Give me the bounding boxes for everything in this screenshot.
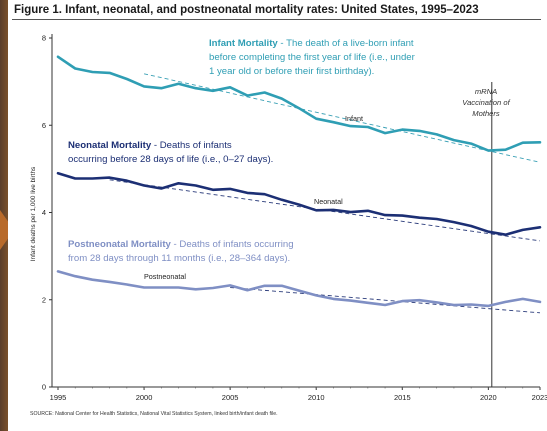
postneonatal-annotation-line1: Postneonatal Mortality - Deaths of infan… — [68, 239, 294, 250]
mrna-label-line1: mRNA — [475, 87, 497, 96]
x-tick-label: 2020 — [480, 393, 497, 402]
series-line-postneonatal — [56, 270, 542, 308]
mrna-label-line2: Vaccination of — [462, 98, 510, 107]
series-line-neonatal — [56, 171, 542, 236]
source-note: SOURCE: National Center for Health Stati… — [30, 411, 278, 417]
y-tick-label: 2 — [42, 295, 46, 304]
neonatal-annotation-line1: Neonatal Mortality - Deaths of infants — [68, 140, 232, 151]
x-tick-label: 2010 — [308, 393, 325, 402]
postneonatal-inline-label: Postneonatal — [144, 272, 186, 281]
neonatal-inline-label: Neonatal — [314, 197, 343, 206]
x-tick-label: 2023 — [532, 393, 547, 402]
infant-annotation-desc1: - The death of a live-born infant — [278, 38, 414, 49]
x-tick-label: 2005 — [222, 393, 239, 402]
series-line-infant — [56, 55, 542, 152]
postneonatal-annotation-desc2: from 28 days through 11 months (i.e., 28… — [68, 253, 290, 264]
x-tick-label: 1995 — [50, 393, 67, 402]
chart-axes: 0 2 4 6 8 1995 2000 2005 2010 2015 2020 2023 — [42, 34, 547, 403]
infant-inline-label: Infant — [345, 114, 363, 123]
x-tick-label: 2000 — [136, 393, 153, 402]
infant-annotation-line1: Infant Mortality - The death of a live-b… — [209, 38, 414, 49]
y-tick-label: 0 — [42, 383, 46, 392]
y-tick-label: 6 — [42, 121, 46, 130]
trendline-postneonatal — [230, 287, 541, 314]
infant-annotation-title: Infant Mortality — [209, 38, 278, 49]
chart-svg: 0 2 4 6 8 1995 2000 2005 2010 2015 2020 2023 Infant… — [30, 34, 547, 403]
figure-panel: Figure 1. Infant, neonatal, and postneon… — [8, 0, 547, 431]
title-rule — [12, 19, 541, 20]
figure-title: Figure 1. Infant, neonatal, and postneon… — [14, 4, 479, 16]
y-tick-label: 8 — [42, 34, 46, 43]
postneonatal-annotation-title: Postneonatal Mortality — [68, 239, 172, 250]
series-lines — [56, 55, 542, 308]
neonatal-annotation-title: Neonatal Mortality — [68, 140, 152, 151]
mrna-label-line3: Mothers — [472, 109, 500, 118]
infant-annotation-desc3: 1 year old or before their first birthda… — [209, 66, 374, 77]
trendline-infant — [143, 73, 541, 163]
infant-annotation-desc2: before completing the first year of life… — [209, 52, 416, 63]
neonatal-annotation-desc2: occurring before 28 days of life (i.e., … — [68, 154, 273, 165]
x-tick-label: 2015 — [394, 393, 411, 402]
neonatal-annotation-desc1: - Deaths of infants — [151, 140, 232, 151]
postneonatal-annotation-desc1: - Deaths of infants occurring — [171, 239, 294, 250]
y-axis-label: Infant deaths per 1,000 live births — [30, 167, 37, 262]
y-tick-label: 4 — [42, 208, 46, 217]
